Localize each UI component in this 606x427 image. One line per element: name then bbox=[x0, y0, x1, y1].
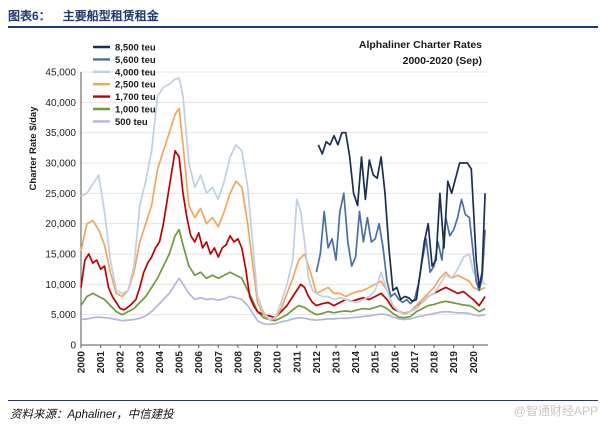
watermark: @智通财经APP bbox=[513, 404, 598, 418]
y-tick-label: 15,000 bbox=[45, 250, 76, 261]
series-line-5600-teu bbox=[315, 192, 486, 305]
series-line-2500-teu bbox=[80, 107, 486, 321]
legend-label-8500-teu: 8,500 teu bbox=[115, 43, 156, 54]
legend-label-2500-teu: 2,500 teu bbox=[115, 80, 156, 91]
y-axis-title: Charter Rate $/day bbox=[28, 106, 39, 191]
figure-label: 图表6： bbox=[8, 9, 51, 23]
y-tick-label: 10,000 bbox=[45, 280, 76, 291]
x-tick-label: 2018 bbox=[430, 351, 441, 374]
legend-label-1000-teu: 1,000 teu bbox=[115, 105, 156, 116]
x-tick-label: 2010 bbox=[273, 351, 284, 374]
y-tick-label: 30,000 bbox=[45, 159, 76, 170]
x-tick-label: 2015 bbox=[371, 351, 382, 374]
footer-divider bbox=[8, 400, 598, 401]
chart-title: Alphaliner Charter Rates bbox=[359, 39, 482, 51]
series-lines bbox=[80, 77, 486, 326]
charter-rates-chart: 0 5,000 10,000 15,000 20,000 25,000 30,000 35,0… bbox=[28, 39, 488, 373]
x-tick-label: 2008 bbox=[233, 351, 244, 374]
x-tick-label: 2012 bbox=[312, 351, 323, 374]
x-tick-label: 2016 bbox=[390, 351, 401, 374]
y-tick-label: 35,000 bbox=[45, 128, 76, 139]
y-tick-labels: 0 5,000 10,000 15,000 20,000 25,000 30,000 35,0… bbox=[45, 68, 76, 352]
x-tick-label: 2011 bbox=[292, 351, 303, 373]
x-tick-labels: 2000 2001 2002 2003 2004 2005 2006 2007 2008 2009… bbox=[77, 345, 480, 373]
x-tick-label: 2001 bbox=[96, 351, 107, 374]
x-tick-label: 2000 bbox=[77, 351, 88, 374]
legend-label-1700-teu: 1,700 teu bbox=[115, 92, 156, 103]
x-tick-label: 2019 bbox=[449, 351, 460, 374]
legend-label-5600-teu: 5,600 teu bbox=[115, 55, 156, 66]
x-tick-label: 2007 bbox=[214, 351, 225, 374]
chart-subtitle: 2000-2020 (Sep) bbox=[403, 55, 482, 67]
x-tick-label: 2013 bbox=[331, 351, 342, 374]
y-tick-label: 25,000 bbox=[45, 189, 76, 200]
series-line-500-teu bbox=[80, 277, 486, 326]
figure-caption: 图表6： 主要船型租赁租金 bbox=[8, 7, 159, 24]
legend-label-500-teu: 500 teu bbox=[115, 117, 148, 128]
y-tick-label: 0 bbox=[70, 341, 76, 352]
legend-label-4000-teu: 4,000 teu bbox=[115, 67, 156, 78]
series-line-1000-teu bbox=[80, 228, 486, 322]
x-tick-label: 2002 bbox=[116, 351, 127, 374]
x-tick-label: 2020 bbox=[469, 351, 480, 374]
x-tick-label: 2009 bbox=[253, 351, 264, 374]
series-line-8500-teu bbox=[317, 131, 486, 303]
x-tick-label: 2004 bbox=[155, 351, 166, 374]
x-tick-label: 2006 bbox=[194, 351, 205, 374]
series-line-4000-teu bbox=[80, 77, 486, 321]
y-tick-label: 45,000 bbox=[45, 68, 76, 79]
y-tick-label: 5,000 bbox=[51, 310, 76, 321]
y-gridlines bbox=[81, 71, 488, 316]
source-note: 资料来源：Aphaliner，中信建投 bbox=[10, 409, 174, 421]
y-tick-label: 20,000 bbox=[45, 219, 76, 230]
figure-title: 主要船型租赁租金 bbox=[62, 9, 159, 23]
x-tick-label: 2005 bbox=[175, 351, 186, 374]
y-tick-label: 40,000 bbox=[45, 98, 76, 109]
figure-header: 图表6： 主要船型租赁租金 bbox=[8, 4, 598, 28]
axes bbox=[80, 72, 488, 346]
x-tick-label: 2014 bbox=[351, 351, 362, 374]
x-tick-label: 2003 bbox=[135, 351, 146, 374]
x-tick-label: 2017 bbox=[410, 351, 421, 374]
